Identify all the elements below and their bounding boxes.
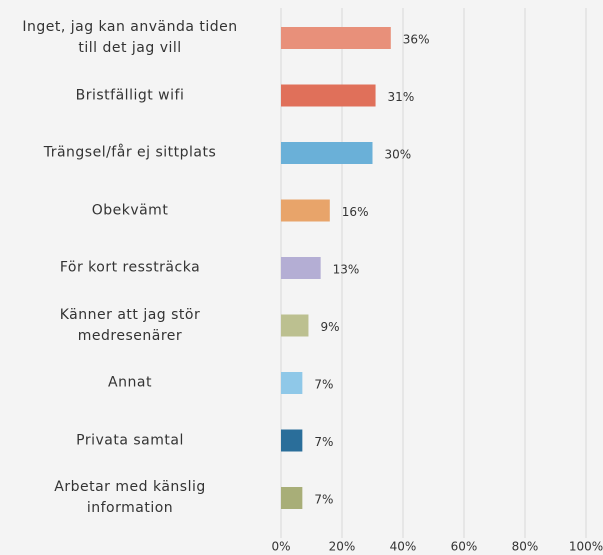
x-tick-label: 80%	[512, 540, 539, 554]
x-tick-label: 100%	[569, 540, 603, 554]
value-label: 36%	[403, 33, 430, 47]
value-label: 7%	[314, 493, 333, 507]
bar	[281, 199, 330, 222]
value-label: 7%	[314, 435, 333, 449]
bar	[281, 487, 303, 509]
category-label: Känner att jag stör medresenärer	[59, 306, 201, 344]
value-label: 30%	[385, 148, 412, 162]
category-label: För kort ressträcka	[59, 259, 201, 276]
x-tick-label: 40%	[390, 540, 417, 554]
category-label: Bristfälligt wifi	[75, 87, 185, 103]
bar	[281, 27, 391, 49]
category-label: Privata samtal	[76, 432, 184, 448]
x-tick-label: 0%	[271, 540, 290, 554]
bar	[281, 142, 373, 164]
value-label: 9%	[320, 320, 339, 334]
value-label: 31%	[388, 90, 415, 104]
value-label: 7%	[314, 378, 333, 392]
bar	[281, 429, 303, 452]
category-label: Annat	[108, 374, 152, 391]
bar	[281, 314, 309, 337]
bar	[281, 84, 376, 107]
category-label: Inget, jag kan använda tiden till det ja…	[22, 19, 238, 56]
x-tick-label: 60%	[451, 540, 478, 554]
category-label: Trängsel/får ej sittplats	[43, 144, 217, 161]
category-label: Arbetar med känslig information	[54, 479, 206, 516]
value-label: 13%	[333, 263, 360, 277]
bar	[281, 257, 321, 279]
category-label: Obekvämt	[91, 202, 169, 218]
value-label: 16%	[342, 205, 369, 219]
bar	[281, 372, 303, 394]
x-tick-label: 20%	[329, 540, 356, 554]
